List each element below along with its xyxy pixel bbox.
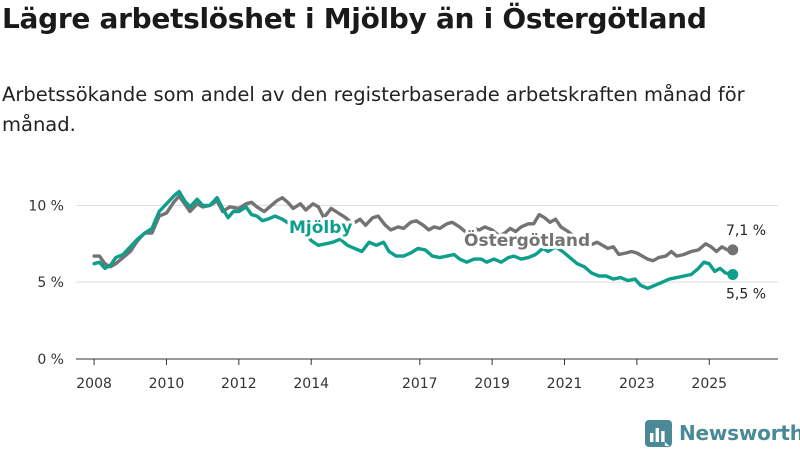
- brand-name: Newsworthy: [679, 421, 800, 445]
- y-tick-label: 10 %: [28, 198, 64, 214]
- series-label-ostergotland-halo: Östergötland: [464, 229, 590, 251]
- x-tick-label: 2010: [149, 376, 185, 392]
- end-point-ostergotland: [727, 244, 739, 256]
- chart-title: Lägre arbetslöshet i Mjölby än i Östergö…: [2, 2, 707, 35]
- x-tick-label: 2023: [619, 376, 655, 392]
- x-tick-label: 2017: [402, 376, 438, 392]
- end-point-mjolby: [727, 269, 739, 280]
- x-tick-label: 2008: [76, 376, 112, 392]
- series-label-ostergotland: Östergötland: [464, 229, 590, 251]
- end-value-label-ostergotland: 7,1 %: [726, 223, 766, 239]
- chart-subtitle: Arbetssökande som andel av den registerb…: [2, 83, 745, 136]
- bar-chart-icon: [645, 419, 672, 447]
- series-label-mjolby: Mjölby: [289, 218, 353, 238]
- newsworthy-logo: Newsworthy: [645, 419, 800, 447]
- x-tick-label: 2021: [547, 376, 583, 392]
- y-tick-label: 5 %: [37, 275, 64, 291]
- x-tick-label: 2019: [474, 376, 510, 392]
- y-tick-label: 0 %: [37, 352, 64, 368]
- x-tick-label: 2025: [691, 376, 727, 392]
- series-line-mjolby: [92, 189, 735, 290]
- end-value-label-mjolby: 5,5 %: [726, 287, 766, 303]
- x-tick-label: 2012: [221, 376, 257, 392]
- x-tick-label: 2014: [293, 376, 329, 392]
- series-label-mjolby-halo: Mjölby: [289, 218, 353, 238]
